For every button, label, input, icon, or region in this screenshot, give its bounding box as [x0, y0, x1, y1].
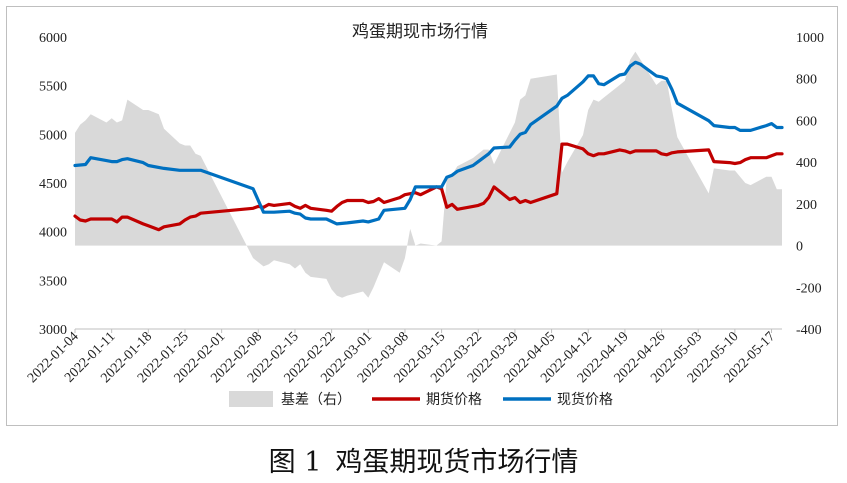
futures-price-line [73, 142, 784, 232]
figure-caption: 图 1 鸡蛋期现货市场行情 [0, 440, 847, 479]
right-axis-ticks: -400 -200 0 200 400 600 800 1000 [796, 31, 824, 338]
right-tick-label: 800 [796, 73, 817, 88]
left-tick-label: 4000 [39, 226, 67, 241]
left-tick-label: 4500 [39, 177, 67, 192]
legend-basis-swatch [229, 391, 273, 407]
right-tick-label: 400 [796, 156, 817, 171]
legend-basis-label: 基差（右） [281, 391, 351, 408]
right-tick-label: 0 [796, 240, 803, 255]
left-tick-label: 6000 [39, 31, 67, 46]
price-lines-layer [73, 60, 784, 232]
right-tick-label: 200 [796, 198, 817, 213]
basis-area-layer [75, 51, 782, 298]
chart-frame: 3000 3500 4000 4500 5000 5500 6000 -400 -200 0 20… [6, 6, 838, 426]
left-tick-label: 5000 [39, 128, 67, 143]
right-tick-label: -400 [796, 323, 822, 338]
left-axis-ticks: 3000 3500 4000 4500 5000 5500 6000 [39, 31, 67, 338]
chart-title: 鸡蛋期现市场行情 [352, 22, 488, 42]
right-tick-label: 600 [796, 114, 817, 129]
left-tick-label: 3500 [39, 274, 67, 289]
caption-text: 鸡蛋期现货市场行情 [335, 447, 579, 478]
left-tick-label: 5500 [39, 80, 67, 95]
caption-figure-number: 图 1 [268, 447, 322, 478]
left-tick-label: 3000 [39, 323, 67, 338]
legend-spot-label: 现货价格 [557, 391, 613, 408]
right-tick-label: -200 [796, 281, 822, 296]
x-axis: 2022-01-042022-01-112022-01-182022-01-25… [25, 328, 782, 386]
basis-area [75, 51, 782, 298]
right-tick-label: 1000 [796, 31, 824, 46]
chart-svg: 3000 3500 4000 4500 5000 5500 6000 -400 -200 0 20… [25, 22, 824, 408]
spot-price-line [73, 60, 784, 226]
chart-legend: 基差（右） 期货价格 现货价格 [229, 391, 613, 408]
legend-futures-label: 期货价格 [426, 391, 482, 408]
